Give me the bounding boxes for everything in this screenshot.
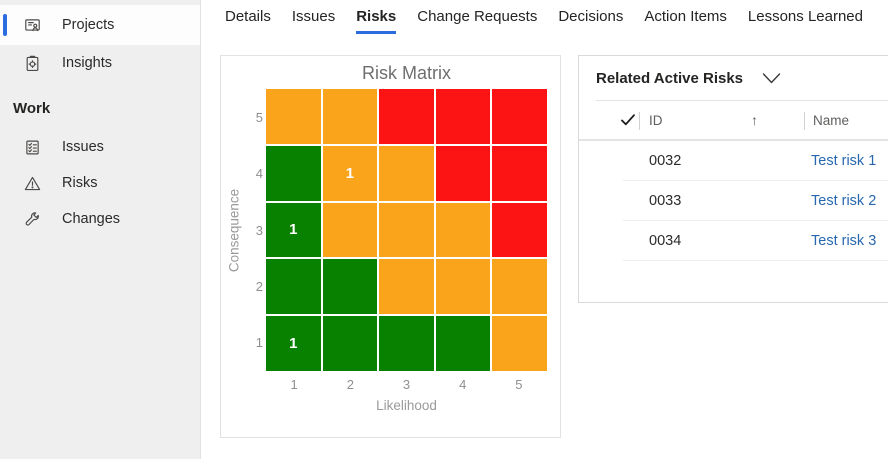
related-risks-header: Related Active Risks [579, 56, 888, 100]
row-divider [623, 220, 888, 221]
tab-decisions[interactable]: Decisions [558, 8, 624, 25]
matrix-cell-c4-l4[interactable] [435, 145, 491, 201]
y-tick-2: 2 [255, 278, 263, 294]
panel-divider [596, 100, 888, 101]
y-tick-5: 5 [255, 109, 263, 125]
sidebar-item-label: Risks [62, 175, 98, 191]
matrix-cell-c2-l1[interactable] [266, 259, 321, 315]
row-divider [623, 260, 888, 261]
matrix-cell-c3-l4[interactable] [435, 202, 491, 258]
matrix-cell-c3-l5[interactable] [492, 202, 547, 258]
row-divider [623, 180, 888, 181]
tab-bar: Details Issues Risks Change Requests Decisio… [225, 8, 863, 34]
matrix-cell-c2-l3[interactable] [379, 259, 434, 315]
matrix-cell-c4-l3[interactable] [379, 145, 434, 201]
y-tick-4: 4 [255, 166, 263, 182]
matrix-cell-c2-l2[interactable] [322, 259, 378, 315]
changes-icon [24, 211, 41, 228]
chevron-down-icon[interactable] [758, 69, 785, 88]
panel-title: Related Active Risks [596, 69, 744, 87]
table-row: 0034 Test risk 3 [579, 221, 888, 261]
x-axis-ticks: 1 2 3 4 5 [266, 377, 547, 392]
column-header-name[interactable]: Name [813, 113, 850, 128]
tab-lessons-learned[interactable]: Lessons Learned [747, 8, 863, 25]
tab-change-requests[interactable]: Change Requests [417, 8, 538, 25]
matrix-cell-c2-l5[interactable] [492, 259, 547, 315]
matrix-cell-c1-l3[interactable] [379, 316, 434, 371]
matrix-cell-c2-l4[interactable] [435, 259, 491, 315]
table-row: 0032 Test risk 1 [579, 141, 888, 181]
matrix-cell-c5-l3[interactable] [379, 89, 434, 144]
sidebar-item-label: Changes [62, 211, 121, 227]
matrix-cell-c1-l5[interactable] [492, 316, 547, 371]
table-body: 0032 Test risk 1 0033 Test risk 2 0034 Test r… [579, 141, 888, 261]
matrix-cell-c4-l5[interactable] [492, 145, 547, 201]
matrix-cell-c1-l4[interactable] [435, 316, 491, 371]
sidebar-section-work: Work [13, 100, 51, 117]
matrix-cell-c5-l4[interactable] [435, 89, 491, 144]
matrix-cell-c3-l2[interactable] [322, 202, 378, 258]
sidebar-main-group: Projects Insights [0, 5, 200, 81]
matrix-cell-c3-l1[interactable]: 1 [266, 202, 321, 258]
matrix-cell-c4-l1[interactable] [266, 145, 321, 201]
sidebar-item-issues[interactable]: Issues [0, 129, 200, 165]
sidebar-item-label: Insights [62, 55, 112, 71]
risk-name-link[interactable]: Test risk 2 [811, 193, 877, 209]
tab-details[interactable]: Details [225, 8, 271, 25]
x-axis-label: Likelihood [376, 398, 437, 413]
chart-title: Risk Matrix [362, 63, 451, 83]
matrix-cell-c5-l2[interactable] [322, 89, 378, 144]
table-header-row: ID ↑ Name [579, 101, 888, 141]
sidebar-item-label: Issues [62, 139, 104, 155]
sidebar-item-projects[interactable]: Projects [0, 5, 200, 45]
related-risks-panel: Related Active Risks ID ↑ Name 0032 Test … [578, 55, 888, 303]
x-tick-1: 1 [290, 377, 298, 392]
table-row: 0033 Test risk 2 [579, 181, 888, 221]
matrix-cell-c5-l5[interactable] [492, 89, 547, 144]
matrix-cell-c5-l1[interactable] [266, 89, 321, 144]
x-tick-4: 4 [459, 377, 467, 392]
sidebar-item-insights[interactable]: Insights [0, 45, 200, 81]
matrix-cell-c4-l2[interactable]: 1 [322, 145, 378, 201]
sidebar-item-risks[interactable]: Risks [0, 165, 200, 201]
matrix-cell-c1-l2[interactable] [322, 316, 378, 371]
risk-id: 0033 [649, 193, 682, 209]
matrix-cell-c1-l1[interactable]: 1 [266, 316, 321, 371]
y-axis-ticks: 5 4 3 2 1 [235, 89, 263, 371]
column-divider [639, 112, 640, 130]
sidebar-item-changes[interactable]: Changes [0, 201, 200, 237]
y-tick-3: 3 [255, 222, 263, 238]
risk-id: 0034 [649, 233, 682, 249]
tab-action-items[interactable]: Action Items [644, 8, 727, 25]
column-divider [804, 112, 805, 130]
issues-icon [24, 139, 41, 156]
sort-ascending-icon[interactable]: ↑ [751, 112, 758, 128]
x-tick-3: 3 [402, 377, 411, 392]
risks-icon [24, 175, 41, 192]
projects-icon [24, 17, 41, 34]
sidebar: Projects Insights Work Issues Risks Changes [0, 0, 201, 459]
tab-issues[interactable]: Issues [291, 8, 336, 25]
sidebar-item-label: Projects [62, 17, 115, 33]
checkmark-icon[interactable] [621, 113, 635, 131]
y-tick-1: 1 [255, 335, 263, 351]
x-tick-2: 2 [346, 377, 354, 392]
sidebar-work-group: Issues Risks Changes [0, 129, 200, 237]
x-tick-5: 5 [515, 377, 523, 392]
insights-icon [24, 55, 41, 72]
risk-name-link[interactable]: Test risk 3 [811, 233, 877, 249]
column-header-id[interactable]: ID [649, 113, 663, 128]
risk-name-link[interactable]: Test risk 1 [811, 153, 877, 169]
risk-id: 0032 [649, 153, 682, 169]
matrix-cell-c3-l3[interactable] [379, 202, 434, 258]
tab-risks[interactable]: Risks [356, 8, 397, 34]
